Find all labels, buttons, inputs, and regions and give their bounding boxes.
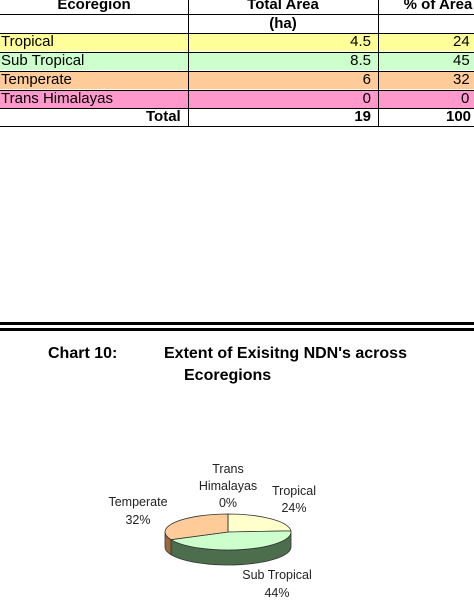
ecoregion-table: Ecoregion Total Area % of Area (ha) Trop… [0,0,474,130]
pie-label-temperate-name: Temperate [108,495,167,509]
row-pct-tropical: 24 [453,33,470,50]
row-fill-temperate [0,71,474,89]
grid-line [0,126,474,127]
chart-title-line1: Extent of Exisitng NDN's across [164,345,407,362]
grid-line [0,52,474,53]
row-name-sub-tropical: Sub Tropical [1,52,85,69]
row-fill-sub-tropical [0,52,474,70]
grid-line [378,0,379,127]
row-area-sub-tropical: 8.5 [350,52,371,69]
header-unit-ha: (ha) [269,15,297,32]
row-area-tropical: 4.5 [350,33,371,50]
pie-slice-tropical [227,513,292,533]
grid-line [0,90,474,91]
pie-slice-temperate [164,513,229,541]
section-divider [0,328,474,331]
row-name-trans-himalayas: Trans Himalayas [1,90,113,107]
grid-line [0,14,474,15]
row-pct-sub-tropical: 45 [453,52,470,69]
grid-line [0,108,474,109]
row-area-trans-himalayas: 0 [362,90,371,107]
chart-title-line2: Ecoregions [184,367,272,384]
pie-label-sub-tropical-name: Sub Tropical [242,568,311,582]
chart-number: Chart 10: [48,345,118,362]
row-area-temperate: 6 [362,71,371,88]
total-pct: 100 [446,108,472,125]
header-ecoregion: Ecoregion [57,0,131,13]
total-area: 19 [354,108,371,125]
pie-label-tropical-name: Tropical [272,484,316,498]
grid-line [0,71,474,72]
header-total-area: Total Area [247,0,319,13]
row-fill-tropical [0,33,474,51]
row-fill-trans-himalayas [0,90,474,108]
grid-line [0,33,474,34]
pie-label-tropical-pct: 24% [281,501,306,515]
row-pct-trans-himalayas: 0 [461,90,470,107]
pie-label-trans-himalayas-pct: 0% [219,496,237,510]
header-pct-area: % of Area [403,0,473,13]
pie-label-trans-himalayas-name: Trans [212,462,244,476]
row-name-temperate: Temperate [1,71,72,88]
pie-label-temperate-pct: 32% [125,513,150,527]
row-name-tropical: Tropical [1,33,54,50]
section-divider [0,322,474,325]
pie-label-sub-tropical-pct: 44% [264,586,289,600]
total-label: Total [146,108,181,125]
row-pct-temperate: 32 [453,71,470,88]
pie-chart: Tropical 24% Sub Tropical 44% Temperate 32% Tr… [108,462,316,600]
grid-line [188,0,189,127]
pie-label-trans-himalayas-name: Himalayas [199,479,257,493]
